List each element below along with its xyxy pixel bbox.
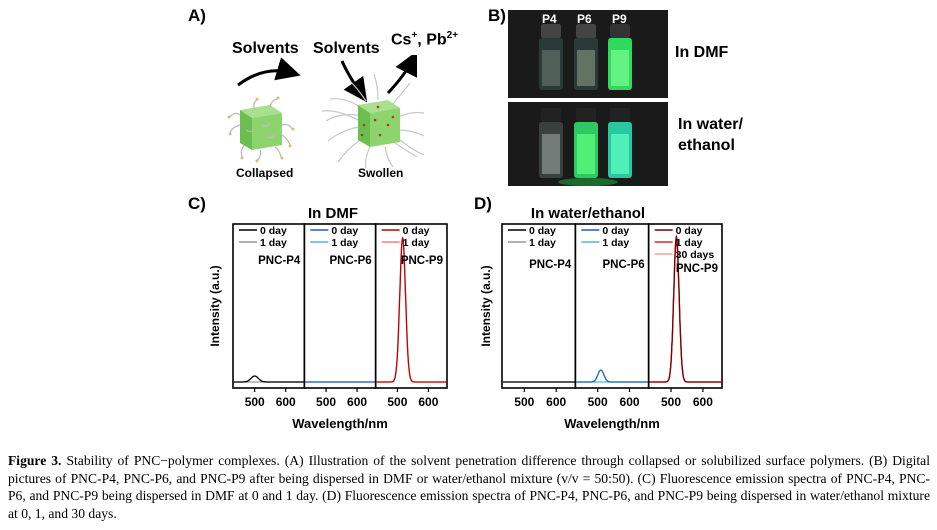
x-tick-label: 600 bbox=[693, 395, 713, 409]
solvent-arrow-left bbox=[237, 57, 301, 87]
x-axis-label: Wavelength/nm bbox=[292, 416, 388, 431]
x-tick-label: 600 bbox=[347, 395, 367, 409]
figure-caption: Figure 3. Stability of PNC−polymer compl… bbox=[8, 452, 930, 522]
legend-entry: 1 day bbox=[529, 237, 556, 249]
x-tick-label: 500 bbox=[245, 395, 265, 409]
solvent-arrow-in bbox=[340, 60, 368, 103]
y-axis-label: Intensity (a.u.) bbox=[479, 265, 493, 346]
legend-entry: 0 day bbox=[602, 225, 629, 237]
legend-entry: 30 days bbox=[676, 249, 715, 261]
ion-arrow-out bbox=[386, 55, 418, 95]
subplot-name: PNC-P6 bbox=[602, 259, 644, 271]
series-0-day bbox=[376, 236, 447, 383]
series-0-day bbox=[233, 375, 304, 383]
collapsed-label: Collapsed bbox=[236, 166, 294, 180]
x-tick-label: 600 bbox=[276, 395, 296, 409]
vials-water-ethanol bbox=[508, 102, 668, 186]
panel-a-illustration bbox=[227, 55, 425, 170]
x-axis-label: Wavelength/nm bbox=[564, 416, 660, 431]
x-tick-label: 600 bbox=[620, 395, 640, 409]
subplot-name: PNC-P9 bbox=[676, 263, 718, 275]
y-axis-label: Intensity (a.u.) bbox=[208, 265, 222, 346]
subplot-frame bbox=[374, 223, 448, 389]
legend-entry: 0 day bbox=[403, 225, 430, 237]
legend-entry: 1 day bbox=[676, 237, 703, 249]
chart-title: In DMF bbox=[308, 205, 358, 222]
solvents-label-right: Solvents bbox=[313, 40, 380, 57]
panel-d-label: D) bbox=[474, 194, 492, 213]
chart-title: In water/ethanol bbox=[531, 205, 645, 222]
panel-b-label: B) bbox=[488, 6, 506, 25]
subplot-name: PNC-P6 bbox=[329, 255, 371, 267]
collapsed-cube bbox=[227, 96, 295, 163]
x-tick-label: 600 bbox=[546, 395, 566, 409]
legend-entry: 1 day bbox=[403, 237, 430, 249]
x-tick-label: 600 bbox=[418, 395, 438, 409]
subplot-name: PNC-P9 bbox=[401, 255, 443, 267]
vials-dmf bbox=[508, 10, 668, 98]
subplot-name: PNC-P4 bbox=[529, 259, 572, 271]
legend-entry: 1 day bbox=[260, 237, 287, 249]
legend-entry: 0 day bbox=[529, 225, 556, 237]
legend-entry: 0 day bbox=[331, 225, 358, 237]
legend-entry: 1 day bbox=[602, 237, 629, 249]
label-in-dmf: In DMF bbox=[675, 44, 729, 61]
label-in-water-ethanol: In water/ethanol bbox=[678, 116, 743, 154]
chart-d: In water/ethanol Intensity (a.u.) Waveleng… bbox=[479, 205, 723, 431]
legend-entry: 1 day bbox=[331, 237, 358, 249]
x-tick-label: 500 bbox=[661, 395, 681, 409]
photo-dmf: P4 P6 P9 bbox=[508, 10, 668, 98]
x-tick-label: 500 bbox=[316, 395, 336, 409]
caption-text: Stability of PNC−polymer complexes. (A) … bbox=[8, 453, 930, 521]
photo-water-ethanol bbox=[508, 102, 668, 186]
vial-label-p6: P6 bbox=[577, 12, 592, 26]
series-0-day bbox=[576, 369, 648, 383]
x-tick-label: 500 bbox=[588, 395, 608, 409]
legend-entry: 0 day bbox=[260, 225, 287, 237]
vial-label-p4: P4 bbox=[542, 12, 557, 26]
x-tick-label: 500 bbox=[514, 395, 534, 409]
panel-c-label: C) bbox=[188, 194, 206, 213]
swollen-cube bbox=[321, 73, 425, 170]
series-0-day bbox=[649, 234, 722, 383]
chart-c: In DMF Intensity (a.u.) Wavelength/nm 500 60… bbox=[208, 205, 448, 431]
legend-entry: 0 day bbox=[676, 225, 703, 237]
swollen-label: Swollen bbox=[358, 166, 404, 180]
subplot-frame bbox=[647, 223, 723, 389]
solvents-label-left: Solvents bbox=[232, 40, 299, 57]
caption-lead: Figure 3. bbox=[8, 453, 62, 468]
ions-label: Cs+, Pb2+ bbox=[391, 30, 459, 49]
subplot-name: PNC-P4 bbox=[258, 255, 301, 267]
vial-label-p9: P9 bbox=[612, 12, 627, 26]
x-tick-label: 500 bbox=[387, 395, 407, 409]
panel-a-label: A) bbox=[188, 6, 206, 25]
